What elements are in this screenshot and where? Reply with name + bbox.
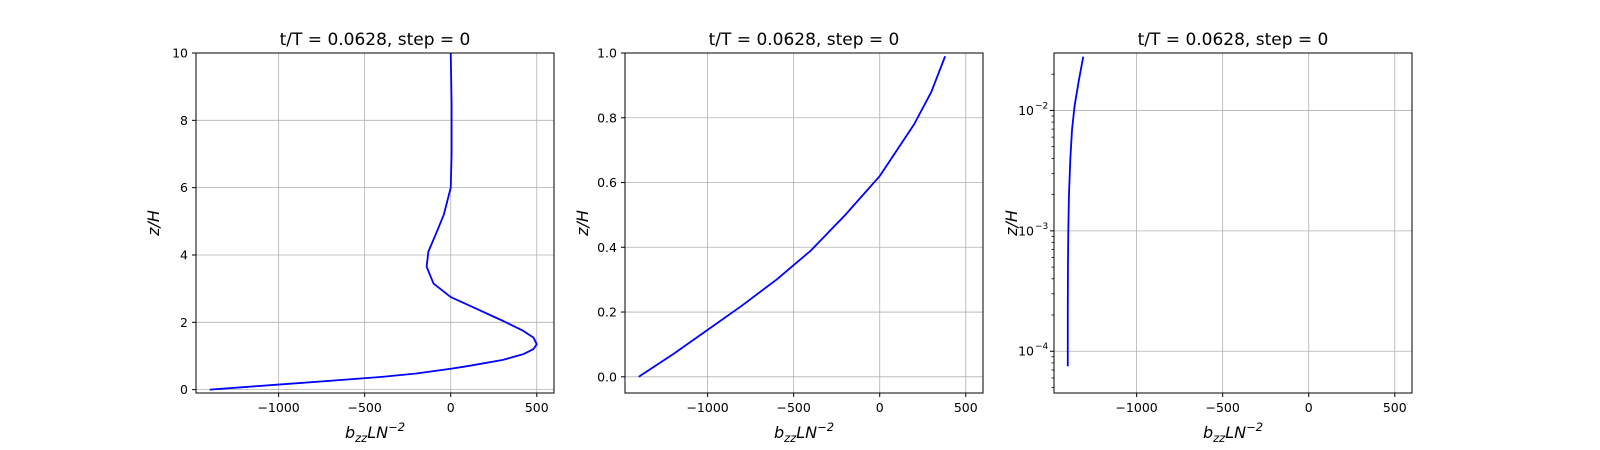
y-tick-exponent: −3: [1035, 222, 1048, 232]
subplot-title: t/T = 0.0628, step = 0: [1138, 30, 1329, 50]
y-axis-label: z/H: [573, 210, 592, 237]
x-tick-label: 0: [876, 400, 884, 415]
series-line-1: [638, 55, 946, 378]
y-axis-label: z/H: [1002, 210, 1021, 237]
y-tick-label: 2: [180, 315, 188, 330]
series-line-1: [1066, 56, 1085, 367]
x-axis-label: bzzLN−2: [774, 420, 834, 445]
y-tick-label: 10: [1018, 223, 1034, 238]
subplot-2: −1000 −500 0 500 0.0 0.2 0.4 0.6 0.8 1.0 t/T = 0.0…: [573, 30, 984, 445]
axes-frame: [1053, 52, 1413, 394]
x-tick-label: 500: [525, 400, 549, 415]
subplot-1: −1000 −500 0 500 0 2 4 6 8 10 t/T = 0.0628, step =…: [144, 30, 555, 445]
x-tick-label: −500: [348, 400, 382, 415]
axes-frame: [195, 52, 555, 394]
y-tick-label: 10: [172, 46, 188, 61]
x-tick-label: 0: [1305, 400, 1313, 415]
x-tick-label: −1000: [686, 400, 728, 415]
y-tick-exponent: −2: [1035, 101, 1048, 111]
y-tick-label: 0.6: [597, 175, 617, 190]
y-tick-label: 0.4: [597, 240, 617, 255]
y-tick-label: 10: [1018, 103, 1034, 118]
subplot-title: t/T = 0.0628, step = 0: [709, 30, 900, 50]
x-tick-label: −500: [1206, 400, 1240, 415]
x-tick-label: 0: [447, 400, 455, 415]
y-tick-label: 0.0: [597, 369, 617, 384]
y-tick-label: 4: [180, 247, 188, 262]
y-tick-label: 0: [180, 382, 188, 397]
y-tick-label: 0.8: [597, 110, 617, 125]
x-tick-label: −500: [777, 400, 811, 415]
axes-frame: [624, 52, 984, 394]
y-tick-label: 0.2: [597, 305, 617, 320]
x-tick-label: 500: [954, 400, 978, 415]
y-tick-exponent: −4: [1035, 342, 1049, 352]
x-tick-label: −1000: [1115, 400, 1157, 415]
y-tick-label: 10: [1018, 344, 1034, 359]
y-tick-label: 6: [180, 180, 188, 195]
x-axis-label: bzzLN−2: [1203, 420, 1263, 445]
x-tick-label: 500: [1383, 400, 1407, 415]
y-tick-label: 1.0: [597, 46, 617, 61]
subplot-title: t/T = 0.0628, step = 0: [280, 30, 471, 50]
y-axis-label: z/H: [144, 210, 163, 237]
series-line-1: [209, 52, 538, 391]
y-tick-label: 8: [180, 113, 188, 128]
x-tick-label: −1000: [257, 400, 299, 415]
x-axis-label: bzzLN−2: [345, 420, 405, 445]
